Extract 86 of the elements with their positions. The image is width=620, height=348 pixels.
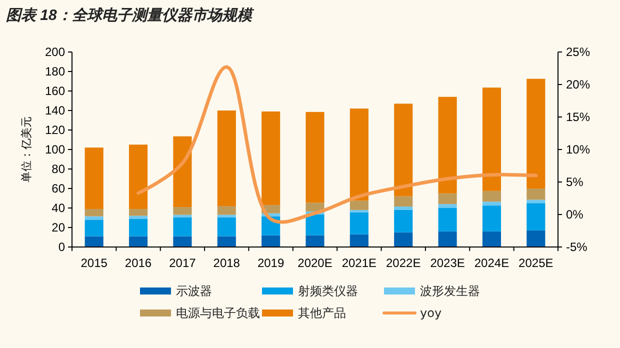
- bar: [173, 217, 192, 236]
- y-tick-label: 180: [44, 64, 66, 79]
- bar: [173, 207, 192, 215]
- bar: [84, 220, 104, 236]
- bar: [482, 88, 502, 191]
- bar: [173, 214, 192, 218]
- bar: [394, 196, 413, 207]
- y2-tick-label: 5%: [566, 175, 584, 190]
- bar: [217, 236, 236, 247]
- bar: [350, 210, 368, 212]
- x-tick-label: 2021E: [342, 256, 377, 270]
- x-tick-label: 2022E: [386, 256, 421, 270]
- bar: [438, 193, 457, 204]
- bar: [306, 214, 324, 236]
- legend-label: yoy: [420, 306, 442, 320]
- legend-label: 电源与电子负载: [176, 306, 260, 320]
- bar: [438, 204, 457, 208]
- y-tick-label: 0: [58, 240, 66, 254]
- bar: [262, 235, 280, 247]
- bar: [482, 190, 502, 202]
- bar: [84, 236, 104, 247]
- bar: [350, 200, 368, 210]
- bar: [306, 202, 324, 212]
- bar: [394, 232, 413, 247]
- x-tick-label: 2017: [169, 256, 196, 270]
- bar: [217, 214, 236, 218]
- bar: [526, 78, 546, 188]
- bar: [350, 212, 368, 234]
- x-tick-label: 2020E: [298, 256, 332, 270]
- bar: [306, 235, 324, 247]
- bar: [217, 110, 236, 206]
- bar: [438, 231, 457, 247]
- y2-tick-label: 10%: [566, 142, 590, 157]
- bar: [173, 236, 192, 247]
- x-tick-label: 2019: [257, 256, 284, 270]
- bar: [482, 231, 502, 247]
- y-tick-label: 60: [52, 182, 66, 196]
- y2-tick-label: -5%: [566, 240, 588, 254]
- bar: [394, 206, 413, 210]
- bar: [526, 188, 546, 200]
- bar: [526, 230, 546, 247]
- legend-label: 波形发生器: [420, 284, 480, 298]
- bar: [306, 112, 324, 203]
- y2-tick-label: 20%: [566, 78, 590, 92]
- y-tick-label: 140: [44, 104, 66, 118]
- x-tick-label: 2015: [80, 256, 108, 270]
- y-tick-label: 40: [52, 201, 66, 216]
- legend-label: 示波器: [176, 284, 212, 298]
- bar: [128, 236, 148, 247]
- x-tick-label: 2016: [124, 256, 152, 270]
- y2-tick-label: 15%: [566, 110, 590, 124]
- x-tick-label: 2024E: [474, 256, 510, 270]
- bar: [438, 96, 457, 194]
- bar: [394, 210, 413, 232]
- bar: [350, 108, 368, 201]
- y-tick-label: 100: [44, 142, 66, 157]
- y2-tick-label: 25%: [566, 45, 590, 60]
- y-tick-label: 200: [44, 45, 66, 60]
- bar: [526, 200, 546, 204]
- legend-label: 其他产品: [298, 306, 346, 320]
- x-tick-label: 2023E: [430, 256, 465, 270]
- bar: [128, 208, 148, 216]
- bar: [84, 208, 104, 216]
- y2-tick-label: 0%: [566, 208, 584, 222]
- y-tick-label: 20: [52, 220, 66, 235]
- legend-label: 射频类仪器: [298, 284, 358, 298]
- bar: [262, 111, 280, 206]
- bar: [128, 144, 148, 209]
- x-tick-label: 2025E: [518, 256, 554, 270]
- y-tick-label: 160: [44, 84, 66, 98]
- bar: [438, 208, 457, 232]
- bar: [217, 206, 236, 215]
- chart-title: 图表 18：全球电子测量仪器市场规模: [6, 6, 255, 24]
- bar: [84, 148, 104, 209]
- bar: [394, 104, 413, 196]
- bar: [173, 136, 192, 208]
- y-tick-label: 80: [52, 162, 66, 176]
- bar: [217, 217, 236, 236]
- bar: [128, 218, 148, 236]
- bar: [526, 203, 546, 230]
- bar: [350, 234, 368, 247]
- y-axis-title: 单位：亿美元: [20, 116, 33, 182]
- y-tick-label: 120: [44, 123, 66, 138]
- bar: [482, 206, 502, 232]
- x-tick-label: 2018: [213, 256, 240, 270]
- bar: [482, 202, 502, 206]
